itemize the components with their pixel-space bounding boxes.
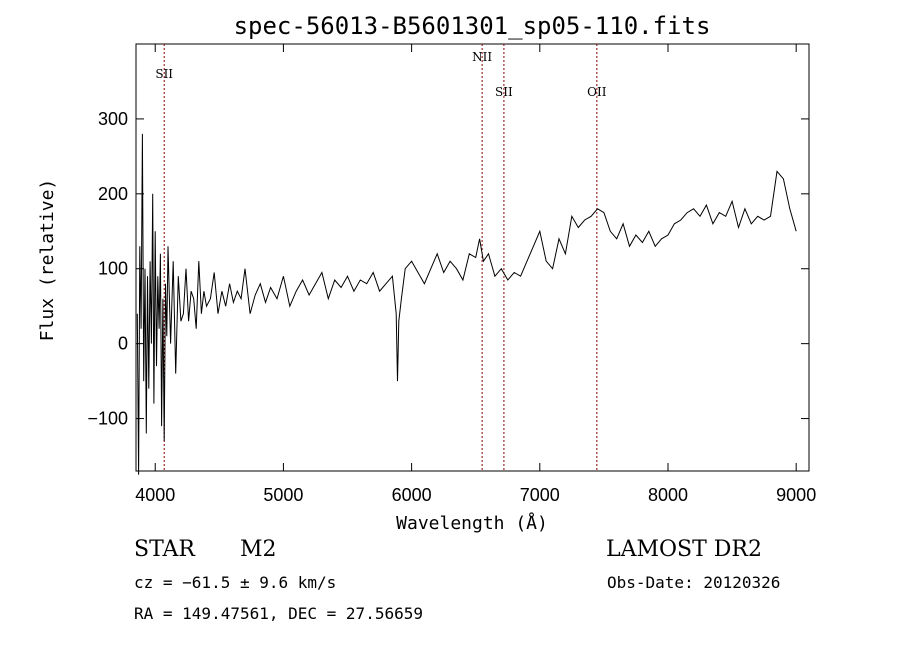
x-tick-label: 6000 [392, 485, 432, 505]
y-tick-label: 0 [118, 334, 128, 354]
axes: 4000 5000 6000 7000 8000 9000 −100 0 100 200 300 [87, 44, 816, 505]
x-tick-label: 7000 [520, 485, 560, 505]
plot-frame [135, 43, 810, 472]
emission-line-label: SII [495, 85, 513, 99]
y-tick-label: 300 [98, 109, 128, 129]
emission-line-label: OII [587, 85, 607, 99]
x-tick-label: 8000 [648, 485, 688, 505]
emission-line-label: NII [472, 50, 492, 64]
emission-line-label: SII [155, 67, 173, 81]
spectrum-series-line [136, 133, 797, 475]
redshift-velocity: cz = −61.5 ± 9.6 km/s [134, 573, 337, 592]
y-tick-label: −100 [87, 409, 128, 429]
chart-title: spec-56013-B5601301_sp05-110.fits [234, 12, 711, 40]
survey-name: LAMOST DR2 [606, 537, 762, 562]
object-subclass: M2 [240, 537, 277, 562]
emission-line-markers: SII NII SII OII [155, 44, 607, 471]
coordinates: RA = 149.47561, DEC = 27.56659 [134, 604, 423, 623]
x-axis-label: Wavelength (Å) [396, 512, 548, 534]
x-tick-label: 4000 [135, 485, 175, 505]
y-tick-label: 100 [98, 259, 128, 279]
x-tick-label: 5000 [263, 485, 303, 505]
y-axis-label: Flux (relative) [37, 179, 58, 342]
y-tick-label: 200 [98, 184, 128, 204]
x-tick-label: 9000 [776, 485, 816, 505]
observation-date: Obs-Date: 20120326 [607, 573, 781, 592]
object-class: STAR [134, 537, 195, 562]
